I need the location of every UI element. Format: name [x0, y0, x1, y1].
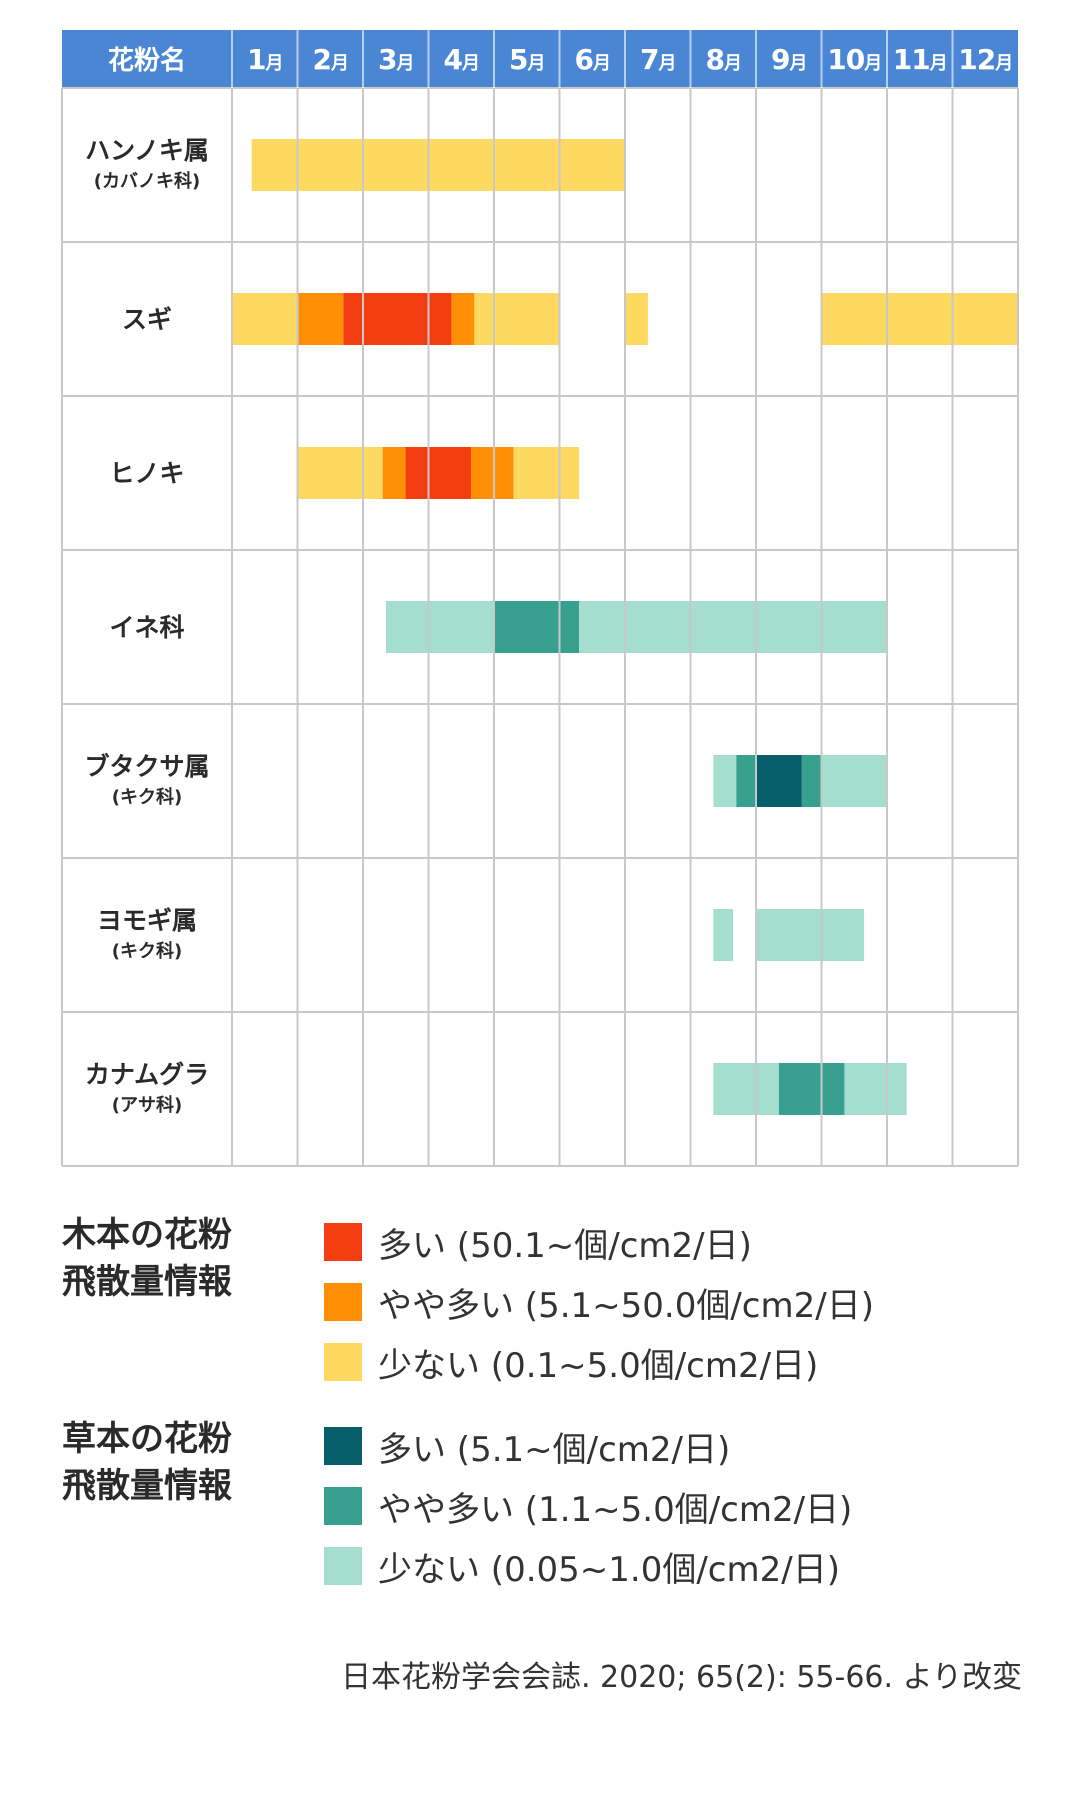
- pollen-bar-grass-low: [713, 1063, 779, 1115]
- grass-mid-swatch: [324, 1487, 362, 1525]
- grass-legend-items: 多い (5.1~個/cm2/日) やや多い (1.1~5.0個/cm2/日) 少…: [324, 1416, 852, 1596]
- pollen-bar-grass-high: [756, 755, 802, 807]
- tree-low-swatch: [324, 1343, 362, 1381]
- month-label: 1月: [247, 43, 282, 76]
- month-label: 2月: [313, 43, 348, 76]
- pollen-bar-tree-low: [821, 293, 1018, 345]
- grass-legend-title-line1: 草本の花粉: [62, 1419, 232, 1459]
- legend-item-grass-mid: やや多い (1.1~5.0個/cm2/日): [324, 1476, 852, 1536]
- tree-mid-swatch: [324, 1283, 362, 1321]
- month-label: 11月: [893, 43, 947, 76]
- pollen-family-label: (アサ科): [112, 1094, 182, 1116]
- tree-legend-title-line1: 木本の花粉: [62, 1215, 232, 1255]
- pollen-bar-grass-low: [844, 1063, 907, 1115]
- pollen-name-label: ヨモギ属: [97, 906, 197, 935]
- pollen-family-label: (キク科): [112, 940, 182, 962]
- pollen-bar-grass-mid: [801, 755, 822, 807]
- legend-item-grass-low: 少ない (0.05~1.0個/cm2/日): [324, 1536, 852, 1596]
- month-label: 9月: [771, 43, 806, 76]
- legend-label: やや多い (5.1~50.0個/cm2/日): [378, 1285, 874, 1326]
- pollen-bar-tree-high: [405, 447, 472, 499]
- legend-label: 多い (50.1~個/cm2/日): [378, 1225, 752, 1266]
- grass-high-swatch: [324, 1427, 362, 1465]
- pollen-bar-tree-low: [625, 293, 648, 345]
- pollen-bar-tree-low: [513, 447, 580, 499]
- header-name-label: 花粉名: [108, 45, 186, 76]
- pollen-name-label: イネ科: [109, 613, 184, 642]
- grass-legend-title: 草本の花粉 飛散量情報: [62, 1416, 302, 1510]
- pollen-bar-grass-low: [821, 755, 887, 807]
- legend-item-tree-mid: やや多い (5.1~50.0個/cm2/日): [324, 1272, 874, 1332]
- pollen-bar-grass-mid: [494, 601, 580, 653]
- pollen-bar-grass-low: [385, 601, 494, 653]
- legend-label: 多い (5.1~個/cm2/日): [378, 1429, 731, 1470]
- legend-label: 少ない (0.05~1.0個/cm2/日): [378, 1549, 840, 1590]
- source-citation: 日本花粉学会会誌. 2020; 65(2): 55-66. より改変: [340, 1660, 1022, 1695]
- tree-high-swatch: [324, 1223, 362, 1261]
- pollen-bar-tree-high: [343, 293, 452, 345]
- pollen-bar-grass-low: [713, 909, 734, 961]
- month-label: 6月: [575, 43, 610, 76]
- pollen-bar-tree-mid: [451, 293, 475, 345]
- month-label: 4月: [444, 43, 479, 76]
- pollen-bar-grass-mid: [778, 1063, 845, 1115]
- month-label: 7月: [640, 43, 675, 76]
- pollen-bar-tree-low: [474, 293, 560, 345]
- pollen-name-label: ハンノキ属: [85, 136, 209, 165]
- month-label: 10月: [827, 43, 881, 76]
- tree-legend-items: 多い (50.1~個/cm2/日) やや多い (5.1~50.0個/cm2/日)…: [324, 1212, 874, 1392]
- pollen-bar-grass-mid: [736, 755, 756, 807]
- tree-legend-title-line2: 飛散量情報: [62, 1262, 232, 1302]
- legend-item-tree-low: 少ない (0.1~5.0個/cm2/日): [324, 1332, 874, 1392]
- grass-legend-title-line2: 飛散量情報: [62, 1466, 232, 1506]
- pollen-bar-grass-low: [756, 909, 865, 961]
- legend-label: やや多い (1.1~5.0個/cm2/日): [378, 1489, 853, 1530]
- header-row: [62, 30, 1018, 88]
- grass-low-swatch: [324, 1547, 362, 1585]
- pollen-bar-tree-low: [251, 139, 625, 191]
- pollen-name-label: カナムグラ: [85, 1060, 209, 1089]
- pollen-name-label: ブタクサ属: [84, 752, 209, 781]
- pollen-bar-tree-low: [232, 293, 298, 345]
- pollen-family-label: (キク科): [112, 786, 182, 808]
- pollen-name-label: スギ: [122, 305, 172, 334]
- tree-legend-title: 木本の花粉 飛散量情報: [62, 1212, 302, 1306]
- pollen-bar-tree-low: [297, 447, 383, 499]
- pollen-bar-tree-mid: [297, 293, 344, 345]
- pollen-name-label: ヒノキ: [109, 459, 184, 488]
- month-label: 5月: [509, 43, 544, 76]
- pollen-bar-grass-low: [713, 755, 737, 807]
- pollen-bar-grass-low: [579, 601, 887, 653]
- pollen-family-label: (カバノキ科): [94, 170, 200, 192]
- month-label: 12月: [958, 43, 1012, 76]
- legend-label: 少ない (0.1~5.0個/cm2/日): [378, 1345, 819, 1386]
- month-label: 8月: [706, 43, 741, 76]
- pollen-bar-tree-mid: [382, 447, 406, 499]
- month-label: 3月: [378, 43, 413, 76]
- legend-item-grass-high: 多い (5.1~個/cm2/日): [324, 1416, 852, 1476]
- pollen-bar-tree-mid: [471, 447, 514, 499]
- legend-item-tree-high: 多い (50.1~個/cm2/日): [324, 1212, 874, 1272]
